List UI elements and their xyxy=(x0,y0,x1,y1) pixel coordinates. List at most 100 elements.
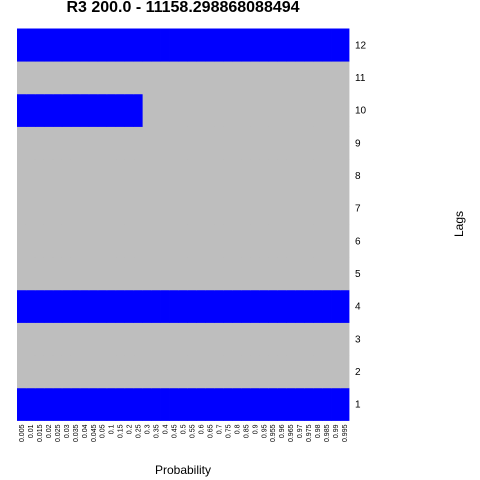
probability-tick-label: 0.01 xyxy=(28,424,35,438)
heatmap-cell-lag-6-p-0.95 xyxy=(259,224,269,258)
probability-tick-label: 0.25 xyxy=(136,424,143,438)
heatmap-cell-lag-5-p-0.1 xyxy=(106,257,117,291)
heatmap-cell-lag-6-p-0.015 xyxy=(34,224,45,258)
heatmap-cell-lag-6-p-0.02 xyxy=(43,224,54,258)
heatmap-cell-lag-5-p-0.45 xyxy=(169,257,179,291)
heatmap-cell-lag-9-p-0.1 xyxy=(106,126,117,160)
heatmap-cell-lag-1-p-0.5 xyxy=(178,387,188,421)
heatmap-cell-lag-6-p-0.4 xyxy=(160,224,170,258)
heatmap-cell-lag-5-p-0.3 xyxy=(142,257,152,291)
heatmap-cell-lag-2-p-0.9 xyxy=(250,355,260,389)
heatmap-cell-lag-5-p-0.045 xyxy=(88,257,99,291)
heatmap-cell-lag-3-p-0.045 xyxy=(88,322,99,356)
heatmap-cell-lag-2-p-0.3 xyxy=(142,355,152,389)
heatmap-cell-lag-12-p-0.35 xyxy=(151,28,161,62)
heatmap-cell-lag-4-p-0.5 xyxy=(178,289,188,323)
heatmap-cell-lag-9-p-0.95 xyxy=(259,126,269,160)
heatmap-cell-lag-2-p-0.2 xyxy=(124,355,135,389)
probability-tick-label: 0.65 xyxy=(207,424,214,438)
heatmap-cell-lag-9-p-0.9 xyxy=(250,126,260,160)
heatmap-cell-lag-6-p-0.25 xyxy=(133,224,144,258)
heatmap-cell-lag-11-p-0.04 xyxy=(79,61,90,95)
heatmap-cell-lag-7-p-0.1 xyxy=(106,191,117,225)
heatmap-cell-lag-1-p-0.35 xyxy=(151,387,161,421)
heatmap-cell-lag-1-p-0.85 xyxy=(241,387,251,421)
heatmap-cell-lag-2-p-0.65 xyxy=(205,355,215,389)
heatmap-cell-lag-2-p-0.015 xyxy=(34,355,45,389)
heatmap-cell-lag-2-p-0.35 xyxy=(151,355,161,389)
heatmap-cell-lag-6-p-0.75 xyxy=(223,224,233,258)
heatmap-cell-lag-9-p-0.7 xyxy=(214,126,224,160)
heatmap-cell-lag-11-p-0.4 xyxy=(160,61,170,95)
heatmap-cell-lag-7-p-0.975 xyxy=(304,191,314,225)
heatmap-cell-lag-4-p-0.965 xyxy=(286,289,296,323)
lag-tick-label: 11 xyxy=(355,73,366,84)
heatmap-cell-lag-7-p-0.04 xyxy=(79,191,90,225)
heatmap-cell-lag-7-p-0.03 xyxy=(61,191,72,225)
heatmap-cell-lag-11-p-0.015 xyxy=(34,61,45,95)
heatmap-cell-lag-8-p-0.65 xyxy=(205,159,215,193)
heatmap-cell-lag-10-p-0.025 xyxy=(52,93,63,127)
heatmap-cell-lag-9-p-0.99 xyxy=(331,126,341,160)
heatmap-cell-lag-3-p-0.5 xyxy=(178,322,188,356)
heatmap-cell-lag-4-p-0.45 xyxy=(169,289,179,323)
probability-tick-label: 0.015 xyxy=(37,424,44,442)
heatmap-cell-lag-4-p-0.975 xyxy=(304,289,314,323)
heatmap-cell-lag-4-p-0.8 xyxy=(232,289,242,323)
heatmap-cell-lag-2-p-0.95 xyxy=(259,355,269,389)
heatmap-cell-lag-5-p-0.01 xyxy=(25,257,36,291)
heatmap-cell-lag-6-p-0.97 xyxy=(295,224,305,258)
heatmap-cell-lag-9-p-0.985 xyxy=(322,126,332,160)
heatmap-cell-lag-12-p-0.65 xyxy=(205,28,215,62)
heatmap-cell-lag-4-p-0.04 xyxy=(79,289,90,323)
lag-tick-label: 5 xyxy=(355,269,361,280)
heatmap-cell-lag-7-p-0.9 xyxy=(250,191,260,225)
heatmap-cell-lag-5-p-0.985 xyxy=(322,257,332,291)
heatmap-cell-lag-4-p-0.02 xyxy=(43,289,54,323)
heatmap-cell-lag-9-p-0.965 xyxy=(286,126,296,160)
heatmap-cell-lag-10-p-0.03 xyxy=(61,93,72,127)
heatmap-cell-lag-2-p-0.01 xyxy=(25,355,36,389)
heatmap-cell-lag-7-p-0.35 xyxy=(151,191,161,225)
heatmap-cell-lag-8-p-0.7 xyxy=(214,159,224,193)
heatmap-cell-lag-4-p-0.005 xyxy=(17,289,27,323)
heatmap-cell-lag-10-p-0.5 xyxy=(178,93,188,127)
heatmap-cell-lag-8-p-0.035 xyxy=(70,159,81,193)
heatmap-cell-lag-3-p-0.015 xyxy=(34,322,45,356)
lag-tick-label: 9 xyxy=(355,138,361,149)
heatmap-cell-lag-1-p-0.995 xyxy=(340,387,350,421)
heatmap-cell-lag-7-p-0.005 xyxy=(17,191,27,225)
heatmap-cell-lag-2-p-0.985 xyxy=(322,355,332,389)
heatmap-cell-lag-11-p-0.7 xyxy=(214,61,224,95)
heatmap-cell-lag-12-p-0.045 xyxy=(88,28,99,62)
heatmap-cell-lag-3-p-0.7 xyxy=(214,322,224,356)
heatmap-cell-lag-10-p-0.015 xyxy=(34,93,45,127)
heatmap-cell-lag-1-p-0.2 xyxy=(124,387,135,421)
heatmap-cell-lag-3-p-0.955 xyxy=(268,322,278,356)
heatmap-cell-lag-8-p-0.995 xyxy=(340,159,350,193)
heatmap-cell-lag-10-p-0.05 xyxy=(97,93,108,127)
heatmap-cell-lag-8-p-0.01 xyxy=(25,159,36,193)
heatmap-cell-lag-11-p-0.03 xyxy=(61,61,72,95)
heatmap-cell-lag-12-p-0.955 xyxy=(268,28,278,62)
heatmap-cell-lag-10-p-0.97 xyxy=(295,93,305,127)
heatmap-cell-lag-6-p-0.6 xyxy=(196,224,206,258)
heatmap-cell-lag-5-p-0.98 xyxy=(313,257,323,291)
heatmap-cell-lag-9-p-0.55 xyxy=(187,126,197,160)
probability-tick-label: 0.45 xyxy=(172,424,179,438)
heatmap-cell-lag-4-p-0.6 xyxy=(196,289,206,323)
heatmap-cell-lag-12-p-0.015 xyxy=(34,28,45,62)
heatmap-cell-lag-12-p-0.975 xyxy=(304,28,314,62)
heatmap-cell-lag-12-p-0.75 xyxy=(223,28,233,62)
probability-tick-label: 0.045 xyxy=(91,424,98,442)
heatmap-cell-lag-3-p-0.1 xyxy=(106,322,117,356)
heatmap-cell-lag-3-p-0.55 xyxy=(187,322,197,356)
heatmap-cell-lag-5-p-0.955 xyxy=(268,257,278,291)
heatmap-cell-lag-1-p-0.035 xyxy=(70,387,81,421)
heatmap-cell-lag-10-p-0.75 xyxy=(223,93,233,127)
heatmap-cell-lag-12-p-0.01 xyxy=(25,28,36,62)
x-axis-title: Probability xyxy=(155,463,211,477)
heatmap-cell-lag-11-p-0.3 xyxy=(142,61,152,95)
heatmap-cell-lag-9-p-0.2 xyxy=(124,126,135,160)
